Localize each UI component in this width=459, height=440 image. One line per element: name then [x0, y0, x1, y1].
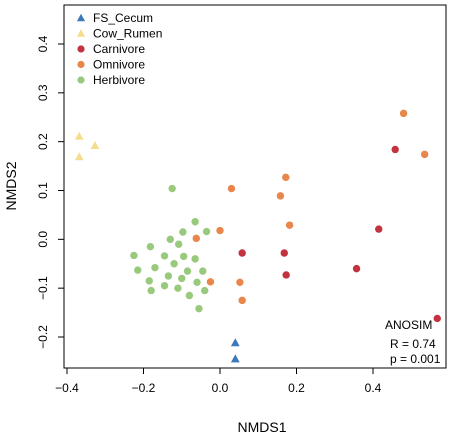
- point-herbivore: [170, 260, 178, 268]
- anosim-annotation: ANOSIM R = 0.74 p = 0.001: [385, 318, 441, 366]
- point-herbivore: [147, 286, 155, 295]
- y-axis: −0.2 −0.1 0.0 0.1 0.2 0.3 0.4: [36, 35, 64, 349]
- legend-item-fs-cecum: FS_Cecum: [76, 11, 153, 25]
- legend-label: Carnivore: [93, 42, 145, 56]
- point-herbivore: [130, 251, 138, 260]
- y-tick-label: 0.3: [36, 84, 50, 101]
- x-tick-label: 0.2: [288, 381, 305, 395]
- point-herbivore: [174, 240, 183, 248]
- point-cow-rumen: [74, 131, 84, 140]
- anosim-title: ANOSIM: [385, 318, 432, 332]
- legend-item-herbivore: Herbivore: [77, 73, 145, 87]
- data-points: [74, 109, 441, 363]
- point-cow-rumen: [90, 140, 100, 150]
- legend-item-omnivore: Omnivore: [77, 58, 145, 72]
- point-fs-cecum: [230, 354, 240, 363]
- point-cow-rumen: [74, 152, 84, 161]
- point-herbivore: [179, 228, 187, 236]
- point-omnivore: [236, 278, 244, 287]
- point-carnivore: [352, 264, 361, 273]
- legend-label: Omnivore: [93, 58, 145, 72]
- legend-label: Herbivore: [93, 73, 145, 87]
- legend-item-cow-rumen: Cow_Rumen: [76, 27, 162, 41]
- legend-label: Cow_Rumen: [93, 27, 162, 41]
- point-herbivore: [134, 266, 142, 274]
- point-herbivore: [146, 242, 155, 251]
- point-fs-cecum: [230, 338, 240, 347]
- point-herbivore: [202, 227, 211, 236]
- x-axis: −0.4 −0.2 0.0 0.2 0.4: [55, 368, 382, 395]
- point-herbivore: [166, 235, 174, 244]
- point-herbivore: [179, 252, 188, 261]
- legend-marker: [77, 60, 85, 69]
- x-tick-label: 0.0: [212, 381, 229, 395]
- y-tick-label: −0.2: [36, 325, 50, 349]
- point-herbivore: [201, 286, 209, 295]
- point-herbivore: [191, 218, 199, 226]
- point-carnivore: [282, 271, 290, 279]
- y-tick-label: 0.0: [36, 231, 50, 248]
- plot-frame: [63, 4, 447, 369]
- point-omnivore: [285, 221, 294, 229]
- point-herbivore: [195, 304, 203, 313]
- point-carnivore: [375, 225, 383, 233]
- point-carnivore: [433, 314, 441, 323]
- legend-item-carnivore: Carnivore: [77, 42, 145, 56]
- point-omnivore: [276, 192, 285, 200]
- x-tick-label: −0.2: [132, 381, 156, 395]
- legend-label: FS_Cecum: [93, 11, 153, 25]
- point-herbivore: [191, 255, 199, 263]
- point-omnivore: [420, 150, 429, 159]
- point-omnivore: [282, 173, 290, 182]
- point-herbivore: [160, 252, 169, 260]
- legend-marker: [77, 76, 85, 84]
- legend-marker: [76, 13, 86, 22]
- x-tick-label: −0.4: [55, 381, 79, 395]
- point-omnivore: [192, 234, 200, 243]
- y-tick-label: −0.1: [36, 276, 50, 300]
- point-carnivore: [391, 145, 399, 154]
- x-tick-label: 0.4: [365, 381, 382, 395]
- point-herbivore: [185, 291, 194, 300]
- y-axis-label: NMDS2: [3, 161, 19, 210]
- point-herbivore: [145, 277, 153, 285]
- anosim-r-value: R = 0.74: [390, 337, 436, 351]
- legend-marker: [77, 45, 85, 53]
- point-herbivore: [174, 284, 182, 292]
- point-herbivore: [168, 184, 176, 193]
- point-omnivore: [206, 278, 215, 286]
- x-axis-label: NMDS1: [237, 419, 286, 435]
- point-omnivore: [238, 296, 246, 305]
- point-omnivore: [227, 184, 236, 193]
- point-herbivore: [151, 263, 159, 272]
- point-carnivore: [238, 249, 246, 257]
- anosim-p-value: p = 0.001: [390, 352, 441, 366]
- point-omnivore: [216, 226, 224, 235]
- point-herbivore: [164, 272, 173, 280]
- y-tick-label: 0.1: [36, 182, 50, 199]
- y-tick-label: 0.4: [36, 35, 50, 52]
- point-herbivore: [193, 278, 201, 287]
- point-herbivore: [178, 274, 186, 283]
- point-herbivore: [160, 282, 169, 290]
- legend-marker: [76, 29, 86, 37]
- point-herbivore: [199, 267, 207, 275]
- point-carnivore: [280, 249, 288, 257]
- y-tick-label: 0.2: [36, 133, 50, 150]
- point-omnivore: [399, 109, 408, 118]
- point-herbivore: [183, 267, 192, 275]
